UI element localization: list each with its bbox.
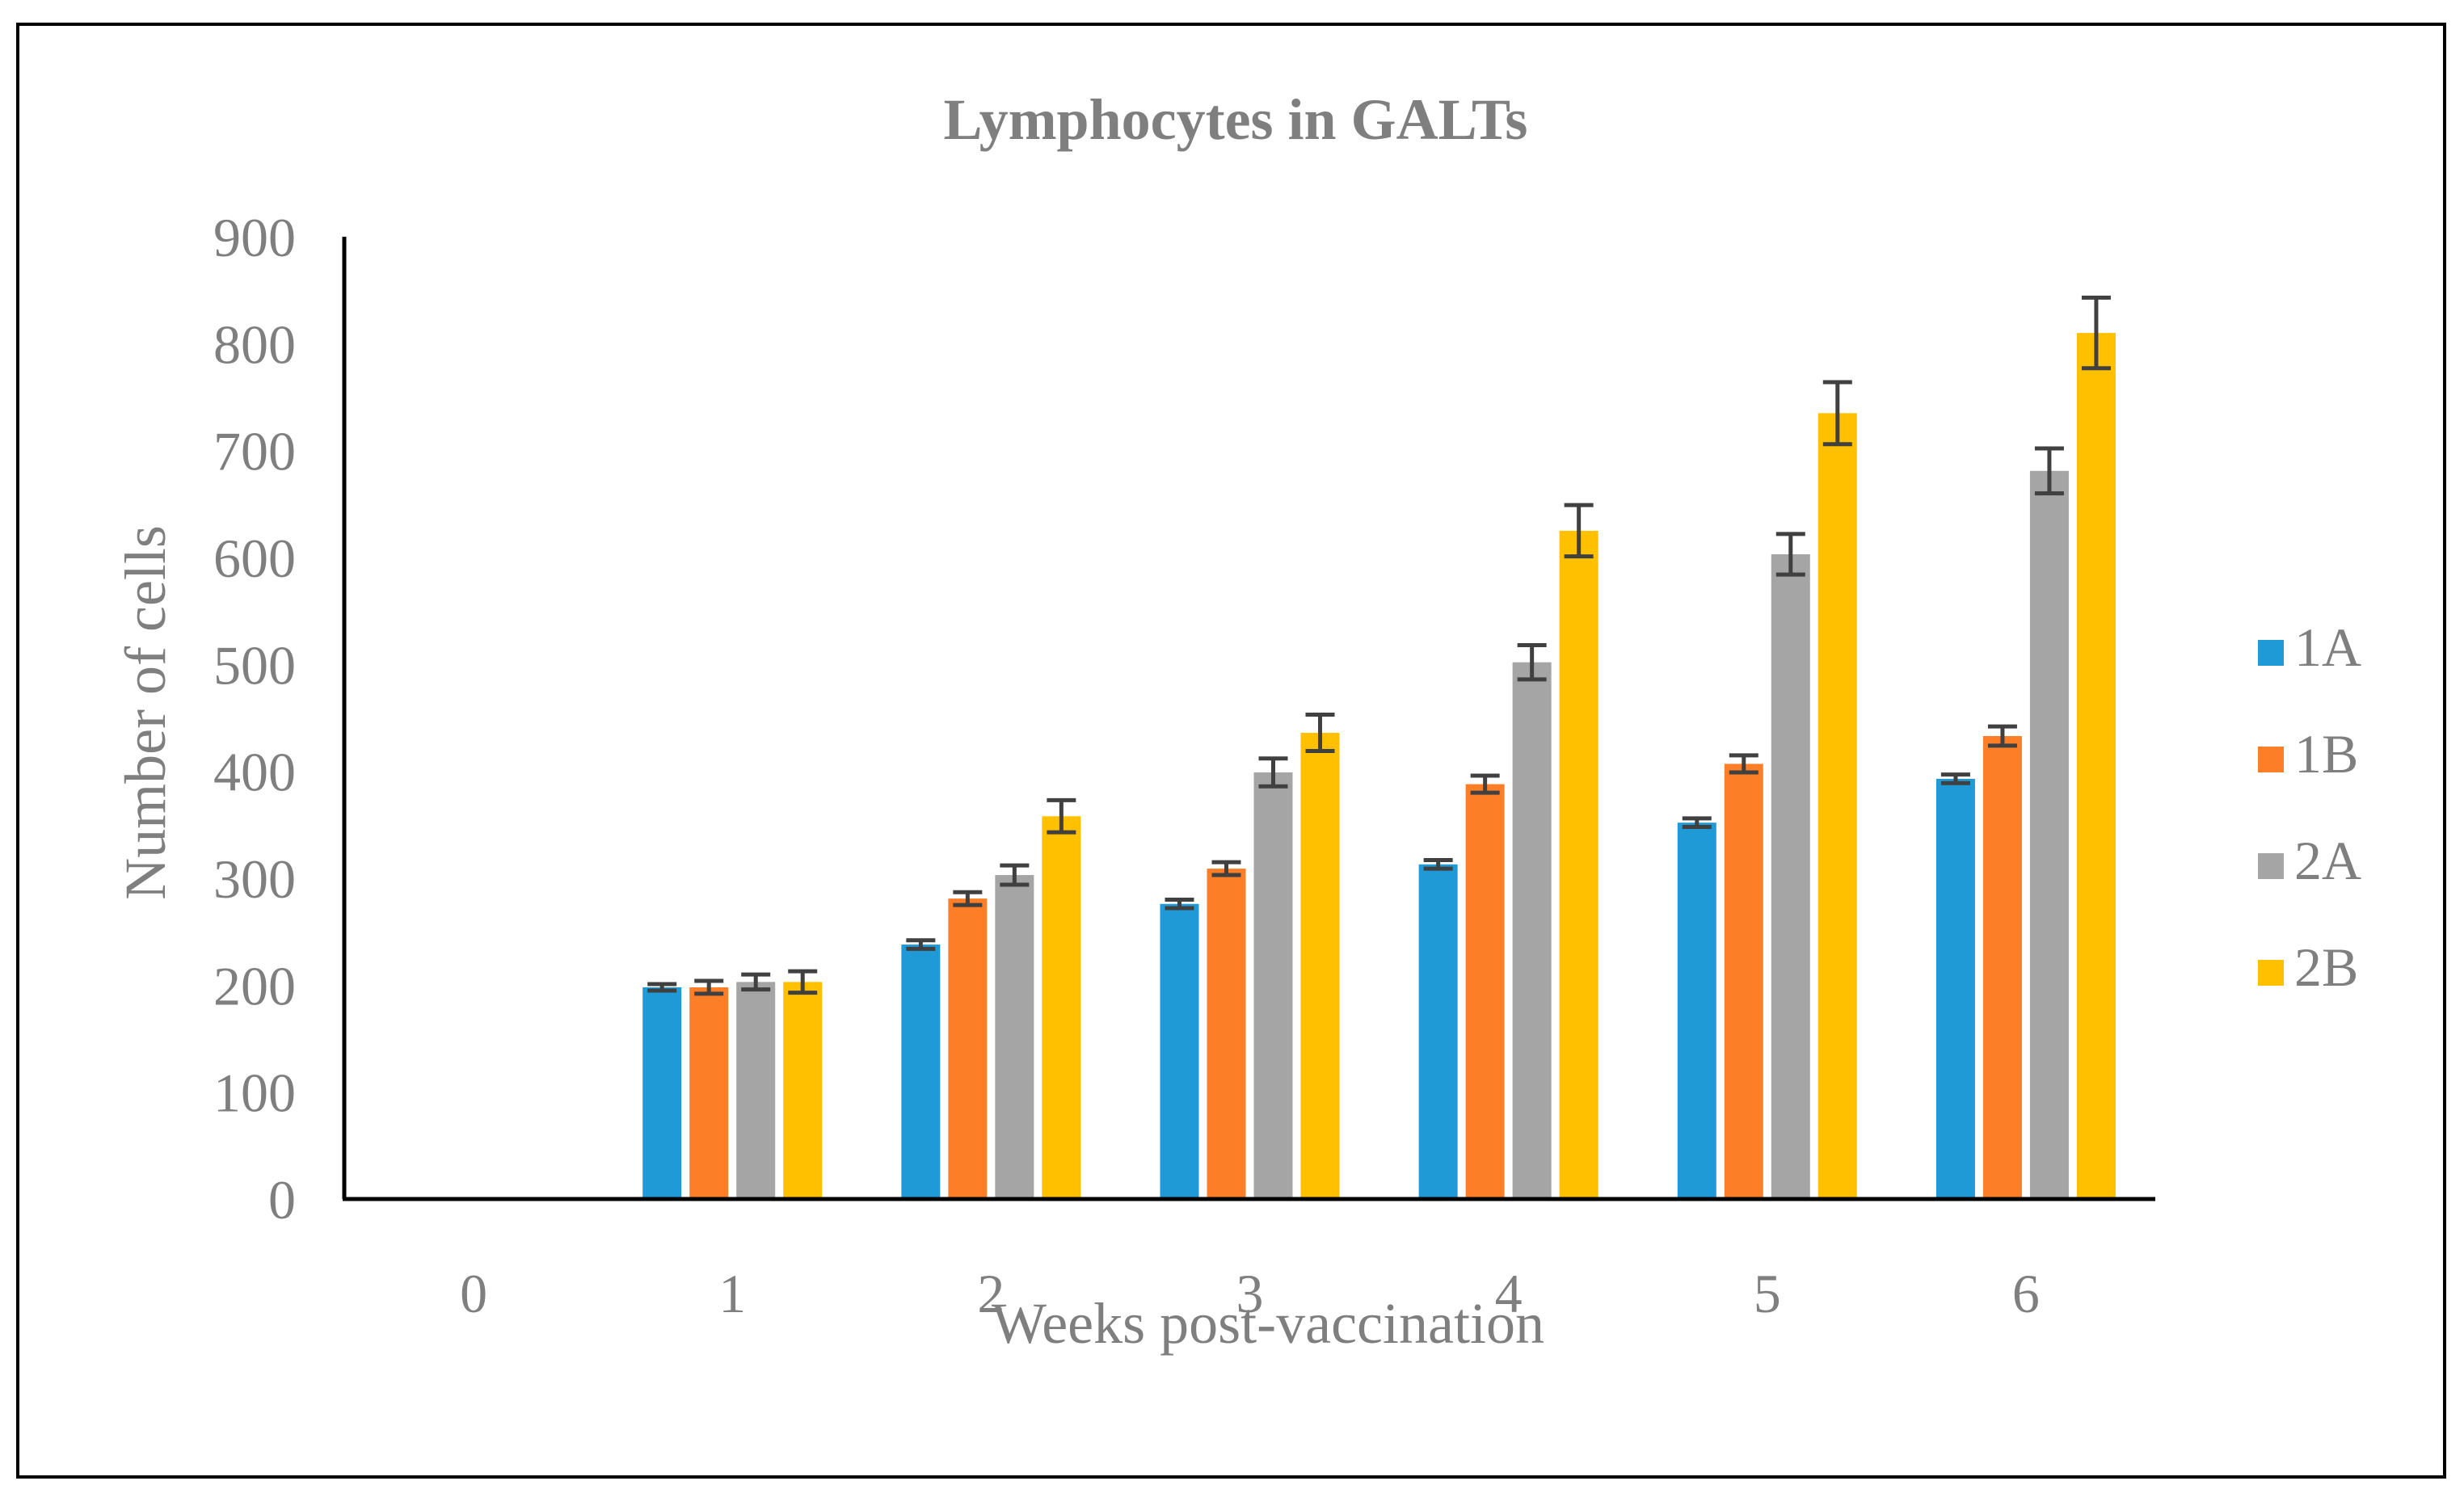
- error-bar-1b-week-4: [1470, 773, 1500, 795]
- legend-item-2b: 2B: [2258, 936, 2358, 998]
- y-tick-label: 800: [213, 313, 296, 375]
- bar-1a-week-4: [1418, 864, 1458, 1199]
- x-tick-label: 1: [718, 1263, 746, 1324]
- y-tick-label: 300: [213, 848, 296, 910]
- error-bar-2b-week-4: [1564, 503, 1594, 559]
- bar-1a-week-2: [901, 945, 941, 1199]
- y-tick-label: 400: [213, 742, 296, 803]
- bar-2a-week-2: [995, 875, 1034, 1199]
- legend-label: 2B: [2294, 936, 2358, 998]
- error-bar-1a-week-3: [1165, 897, 1194, 911]
- y-tick-label: 900: [213, 207, 296, 268]
- error-bar-1a-week-4: [1423, 858, 1453, 871]
- x-tick-label: 5: [1754, 1263, 1781, 1324]
- y-tick-label: 500: [213, 634, 296, 696]
- y-axis-label: Number of cells: [113, 525, 178, 900]
- bar-chart: Lymphocytes in GALTs Number of cells Wee…: [113, 87, 2361, 1356]
- chart-title: Lymphocytes in GALTs: [944, 87, 1528, 152]
- error-bar-2a-week-4: [1517, 643, 1547, 682]
- bar-1b-week-4: [1465, 784, 1505, 1199]
- error-bar-2a-week-3: [1258, 756, 1288, 789]
- x-tick-label: 0: [460, 1263, 487, 1324]
- error-bar-1b-week-6: [1987, 724, 2017, 748]
- legend: 1A 1B 2A 2B: [2258, 616, 2361, 998]
- bar-series-group: [642, 333, 2116, 1200]
- bar-2a-week-4: [1512, 662, 1552, 1199]
- bar-1b-week-1: [689, 987, 729, 1199]
- bar-1a-week-3: [1160, 903, 1199, 1199]
- y-tick-label: 700: [213, 421, 296, 482]
- bar-1a-week-5: [1677, 823, 1716, 1199]
- error-bar-2b-week-3: [1305, 713, 1335, 754]
- x-tick-label: 3: [1236, 1263, 1264, 1324]
- legend-swatch: [2258, 747, 2284, 772]
- error-bar-2a-week-5: [1775, 532, 1805, 577]
- bar-1a-week-1: [642, 987, 682, 1199]
- bar-2b-week-4: [1559, 530, 1598, 1199]
- bar-1b-week-2: [948, 898, 988, 1199]
- axes: [342, 237, 2155, 1201]
- y-tick-label: 200: [213, 955, 296, 1016]
- chart-frame: Lymphocytes in GALTs Number of cells Wee…: [16, 23, 2446, 1479]
- bar-2a-week-6: [2029, 470, 2069, 1199]
- bar-2b-week-3: [1300, 733, 1340, 1199]
- error-bar-1a-week-1: [647, 982, 677, 993]
- legend-swatch: [2258, 640, 2284, 666]
- error-bar-2a-week-1: [741, 972, 771, 992]
- x-tick-label: 2: [977, 1263, 1005, 1324]
- legend-item-2a: 2A: [2258, 830, 2361, 891]
- y-tick-label: 600: [213, 528, 296, 589]
- bar-2b-week-1: [783, 982, 823, 1199]
- x-tick-label: 4: [1495, 1263, 1523, 1324]
- error-bar-2a-week-6: [2034, 446, 2064, 496]
- y-tick-label: 100: [213, 1062, 296, 1124]
- error-bar-1a-week-2: [906, 938, 936, 951]
- error-bar-2b-week-2: [1047, 797, 1076, 835]
- bar-2a-week-3: [1253, 772, 1293, 1199]
- error-bar-group: [647, 295, 2111, 996]
- error-bar-2b-week-1: [788, 969, 818, 995]
- legend-label: 1A: [2294, 616, 2361, 678]
- x-tick-label: 6: [2012, 1263, 2040, 1324]
- bar-1a-week-6: [1935, 778, 1975, 1199]
- y-tick-label: 0: [268, 1169, 296, 1231]
- error-bar-2b-week-6: [2081, 295, 2111, 371]
- error-bar-1b-week-3: [1211, 860, 1241, 877]
- y-tick-labels: 0 100 200 300 400 500 600 700 800 900: [213, 207, 296, 1231]
- bar-1b-week-6: [1982, 735, 2022, 1199]
- legend-swatch: [2258, 853, 2284, 879]
- x-tick-labels: 0 1 2 3 4 5 6: [460, 1263, 2040, 1324]
- legend-swatch: [2258, 960, 2284, 986]
- bar-2a-week-1: [736, 982, 776, 1199]
- legend-label: 2A: [2294, 830, 2361, 891]
- error-bar-1b-week-2: [953, 890, 983, 907]
- legend-label: 1B: [2294, 723, 2358, 785]
- error-bar-2b-week-5: [1822, 380, 1852, 447]
- bar-2b-week-6: [2076, 333, 2116, 1200]
- bar-1b-week-5: [1724, 764, 1763, 1199]
- error-bar-1a-week-5: [1682, 816, 1712, 829]
- bar-2b-week-2: [1042, 816, 1081, 1199]
- bar-1b-week-3: [1207, 869, 1246, 1199]
- error-bar-1b-week-1: [694, 978, 724, 996]
- error-bar-1a-week-6: [1940, 772, 1970, 785]
- legend-item-1b: 1B: [2258, 723, 2358, 785]
- x-axis-label: Weeks post-vaccination: [992, 1291, 1544, 1356]
- legend-item-1a: 1A: [2258, 616, 2361, 678]
- bar-2b-week-5: [1817, 413, 1857, 1200]
- bar-2a-week-5: [1771, 554, 1810, 1199]
- error-bar-1b-week-5: [1729, 753, 1758, 775]
- error-bar-2a-week-2: [1000, 863, 1030, 887]
